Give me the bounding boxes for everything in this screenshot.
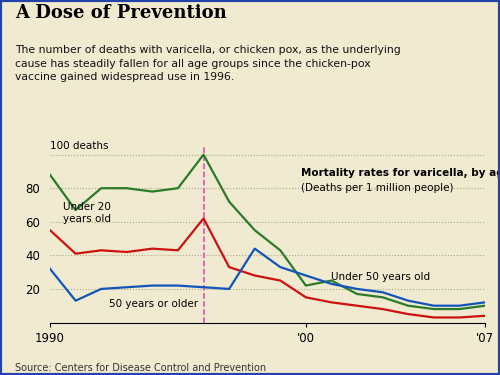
Text: 50 years or older: 50 years or older (109, 299, 198, 309)
Text: A Dose of Prevention: A Dose of Prevention (15, 4, 227, 22)
Text: Under 20
years old: Under 20 years old (63, 202, 111, 224)
Text: The number of deaths with varicella, or chicken pox, as the underlying
cause has: The number of deaths with varicella, or … (15, 45, 401, 82)
Text: Under 50 years old: Under 50 years old (332, 272, 430, 282)
Text: 100 deaths: 100 deaths (50, 141, 108, 151)
Text: Mortality rates for varicella, by age: Mortality rates for varicella, by age (301, 168, 500, 178)
Text: (Deaths per 1 million people): (Deaths per 1 million people) (301, 183, 454, 193)
Text: Source: Centers for Disease Control and Prevention: Source: Centers for Disease Control and … (15, 363, 266, 373)
